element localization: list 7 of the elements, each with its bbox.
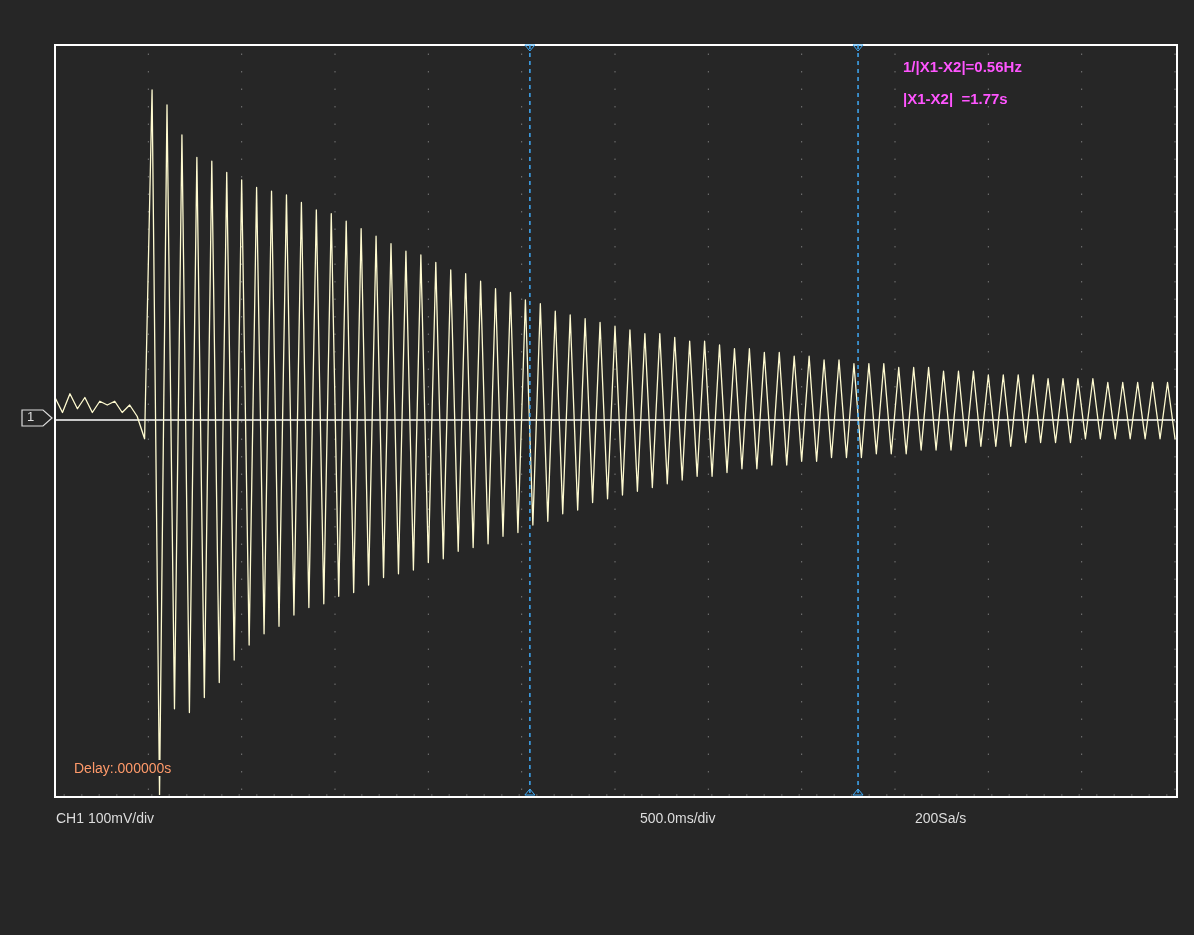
annotation: Delay:.000000s — [74, 760, 172, 776]
channel-marker-icon: 1 — [21, 409, 53, 427]
annotation: |X1-X2| =1.77s — [903, 90, 1008, 107]
text: 1/|X1-X2|=0.56Hz — [903, 58, 1022, 75]
text: 200Sa/s — [915, 810, 967, 826]
text: CH1 100mV/div — [56, 810, 155, 826]
text: 500.0ms/div — [640, 810, 716, 826]
